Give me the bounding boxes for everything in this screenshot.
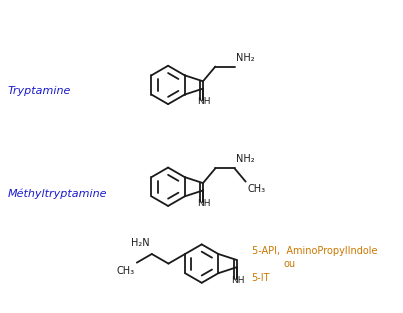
Text: 5-IT: 5-IT: [251, 273, 270, 283]
Text: NH: NH: [197, 97, 211, 106]
Text: NH: NH: [231, 276, 244, 285]
Text: Tryptamine: Tryptamine: [8, 86, 71, 96]
Text: NH: NH: [197, 199, 211, 208]
Text: CH₃: CH₃: [117, 266, 135, 276]
Text: NH₂: NH₂: [237, 154, 255, 164]
Text: CH₃: CH₃: [247, 184, 266, 194]
Text: NH₂: NH₂: [237, 53, 255, 63]
Text: Méthyltryptamine: Méthyltryptamine: [8, 188, 107, 199]
Text: H₂N: H₂N: [131, 238, 150, 248]
Text: 5-API,  AminoPropylIndole: 5-API, AminoPropylIndole: [251, 246, 377, 256]
Text: ou: ou: [283, 259, 295, 269]
